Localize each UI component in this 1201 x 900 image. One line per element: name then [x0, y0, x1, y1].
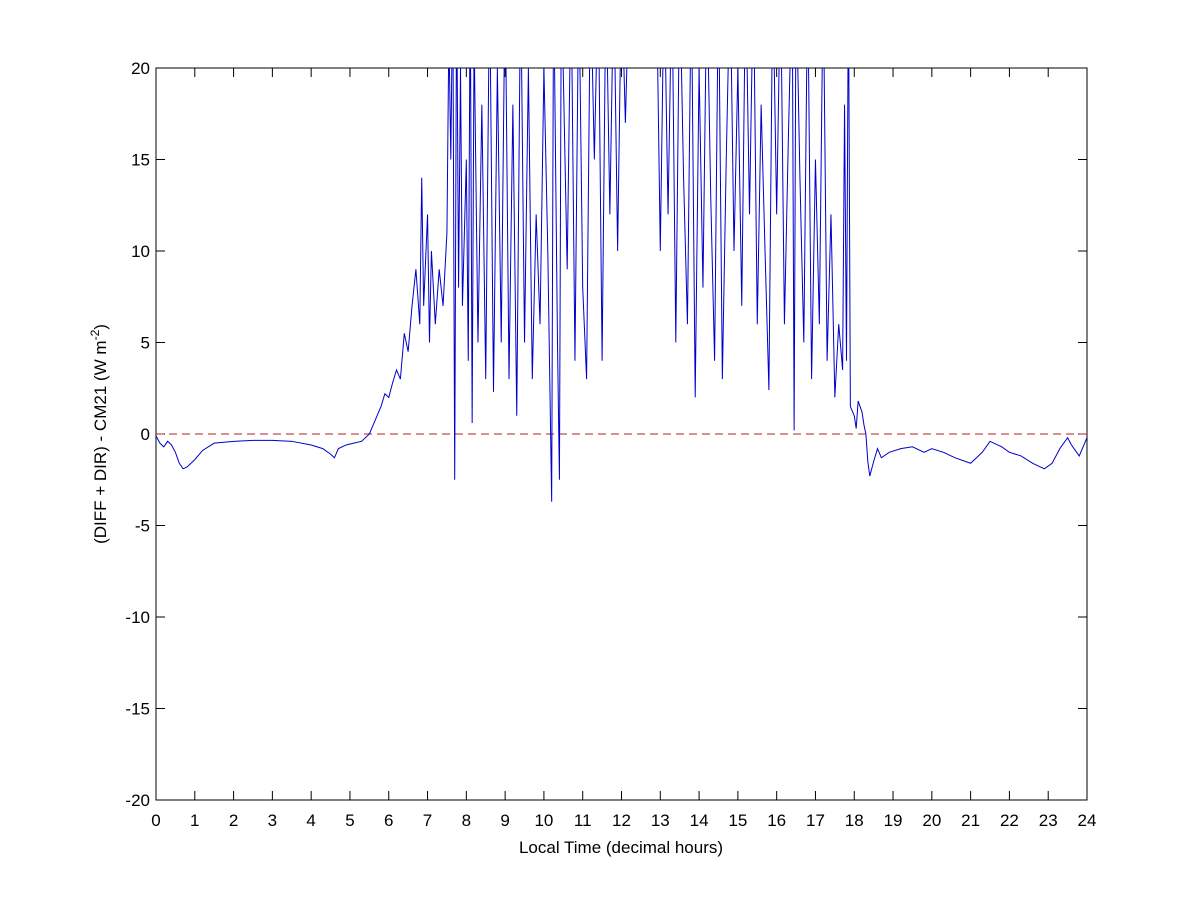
x-tick-label: 18: [845, 811, 864, 830]
x-tick-label: 9: [500, 811, 509, 830]
x-tick-label: 4: [306, 811, 315, 830]
x-tick-label: 23: [1039, 811, 1058, 830]
y-tick-label: 5: [141, 334, 150, 353]
data-line: [156, 68, 1087, 502]
y-tick-label: 15: [131, 151, 150, 170]
x-tick-label: 12: [612, 811, 631, 830]
y-tick-label: -5: [135, 517, 150, 536]
x-tick-label: 0: [151, 811, 160, 830]
x-tick-label: 22: [1000, 811, 1019, 830]
y-tick-label: -10: [125, 608, 150, 627]
x-axis-label: Local Time (decimal hours): [519, 838, 723, 857]
plot-content: [156, 68, 1087, 502]
y-axis-label: (DIFF + DIR) - CM21 (W m-2): [88, 324, 110, 544]
x-tick-label: 19: [884, 811, 903, 830]
x-tick-label: 7: [423, 811, 432, 830]
x-tick-label: 15: [728, 811, 747, 830]
y-tick-label: -15: [125, 700, 150, 719]
plot-area: [155, 67, 1088, 801]
x-tick-label: 3: [268, 811, 277, 830]
x-tick-label: 8: [462, 811, 471, 830]
y-label-main: (DIFF + DIR) - CM21 (W m: [91, 340, 110, 544]
x-tick-label: 21: [961, 811, 980, 830]
y-label-sup: -2: [88, 329, 102, 340]
y-tick-label: 0: [141, 425, 150, 444]
x-tick-label: 5: [345, 811, 354, 830]
x-tick-label: 16: [767, 811, 786, 830]
y-tick-label: 10: [131, 242, 150, 261]
x-tick-label: 13: [651, 811, 670, 830]
x-tick-label: 20: [922, 811, 941, 830]
y-label-suffix: ): [91, 324, 110, 330]
x-tick-label: 6: [384, 811, 393, 830]
x-tick-label: 1: [190, 811, 199, 830]
y-tick-label: 20: [131, 59, 150, 78]
x-tick-label: 2: [229, 811, 238, 830]
x-tick-label: 17: [806, 811, 825, 830]
x-tick-label: 24: [1078, 811, 1097, 830]
x-tick-label: 10: [534, 811, 553, 830]
x-tick-label: 14: [690, 811, 709, 830]
y-tick-label: -20: [125, 791, 150, 810]
x-tick-label: 11: [574, 811, 592, 830]
